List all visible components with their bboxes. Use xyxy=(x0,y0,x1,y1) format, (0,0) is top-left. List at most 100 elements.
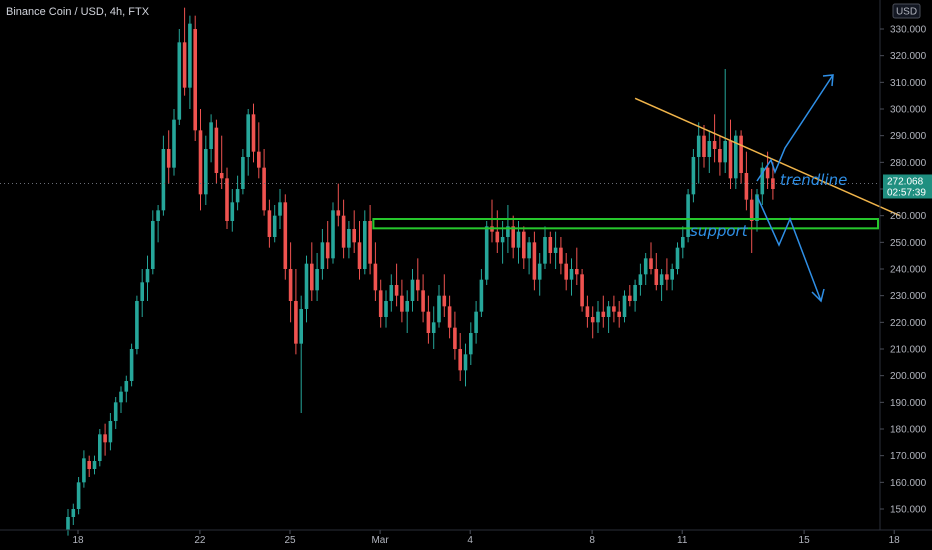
candle xyxy=(410,269,415,312)
candle-body xyxy=(161,149,166,211)
candle xyxy=(580,269,584,312)
price-tick-label: 230.000 xyxy=(890,291,927,302)
candle xyxy=(214,119,219,184)
candle-body xyxy=(442,295,447,307)
candle xyxy=(368,205,372,275)
candle xyxy=(278,189,282,229)
candle-body xyxy=(543,237,547,264)
candle-body xyxy=(87,461,91,469)
candle xyxy=(749,189,754,253)
candle xyxy=(590,306,595,339)
candle-body xyxy=(612,306,616,312)
candle xyxy=(702,125,706,168)
candle-body xyxy=(431,322,436,333)
candle-body xyxy=(601,311,606,317)
candle-body xyxy=(421,290,425,312)
candle xyxy=(453,311,457,360)
time-tick-label: 18 xyxy=(72,535,84,546)
candle-body xyxy=(389,285,394,301)
candle-body xyxy=(325,242,330,259)
price-tick-label: 150.000 xyxy=(890,505,927,516)
candle-body xyxy=(453,327,457,349)
candle xyxy=(654,253,659,291)
candle-body xyxy=(140,282,144,301)
candle xyxy=(135,295,139,355)
candle xyxy=(283,194,288,280)
candle xyxy=(596,301,600,333)
candle xyxy=(575,247,579,285)
candle-body xyxy=(288,269,293,301)
candle-body xyxy=(304,263,309,309)
candle xyxy=(442,274,447,317)
price-tick-label: 290.000 xyxy=(890,131,927,142)
candle xyxy=(336,183,341,227)
candle xyxy=(463,343,468,387)
candle xyxy=(474,301,478,344)
candle xyxy=(400,279,404,323)
candle-body xyxy=(410,279,415,301)
candle xyxy=(394,263,399,307)
candle xyxy=(416,258,420,301)
price-tick-label: 310.000 xyxy=(890,78,927,89)
candle xyxy=(675,242,680,275)
candle xyxy=(723,69,727,173)
candle xyxy=(145,255,150,301)
candle-body xyxy=(516,231,521,248)
candle xyxy=(447,295,452,339)
candle-body xyxy=(718,149,722,163)
candle-body xyxy=(437,295,441,323)
candle xyxy=(235,175,240,211)
time-tick-label: 4 xyxy=(467,535,473,546)
candle-body xyxy=(357,242,362,269)
candle-body xyxy=(765,167,770,179)
candle xyxy=(103,423,107,456)
candle-body xyxy=(734,135,738,179)
price-tick-label: 220.000 xyxy=(890,318,927,329)
candle xyxy=(511,215,515,259)
candle xyxy=(325,221,330,269)
candle xyxy=(98,429,102,467)
candle-body xyxy=(548,237,553,253)
candle xyxy=(219,135,224,189)
candle xyxy=(267,199,272,248)
candle-body xyxy=(145,269,150,283)
candle xyxy=(765,151,770,189)
candle-body xyxy=(66,517,70,531)
candle-body xyxy=(151,221,155,269)
candle xyxy=(431,306,436,349)
candle xyxy=(537,253,542,296)
candle xyxy=(108,413,113,451)
candle xyxy=(585,295,590,328)
candle-body xyxy=(113,402,118,421)
candle xyxy=(315,253,319,301)
candle xyxy=(262,149,266,216)
candle-body xyxy=(755,194,759,221)
candle-body xyxy=(241,157,245,189)
candle xyxy=(569,258,574,296)
candle-body xyxy=(638,274,643,285)
candle xyxy=(426,295,431,344)
candle-body xyxy=(728,141,733,179)
candle xyxy=(559,237,563,275)
candle xyxy=(193,15,197,141)
candle-body xyxy=(156,210,160,221)
candle xyxy=(230,189,235,232)
candle xyxy=(490,199,494,243)
candle xyxy=(294,269,298,355)
candle xyxy=(606,301,611,333)
candle xyxy=(373,242,378,301)
candle-body xyxy=(92,461,97,469)
candle-body xyxy=(506,226,510,237)
time-tick-label: 11 xyxy=(677,535,688,546)
candle xyxy=(82,450,86,488)
candle xyxy=(633,279,637,312)
candle-body xyxy=(585,306,590,317)
price-tick-label: 320.000 xyxy=(890,51,927,62)
candle-body xyxy=(681,237,685,248)
candle xyxy=(405,290,409,333)
candle-body xyxy=(654,269,659,285)
candle xyxy=(204,135,208,205)
candle xyxy=(458,333,462,381)
candle-body xyxy=(103,434,107,443)
